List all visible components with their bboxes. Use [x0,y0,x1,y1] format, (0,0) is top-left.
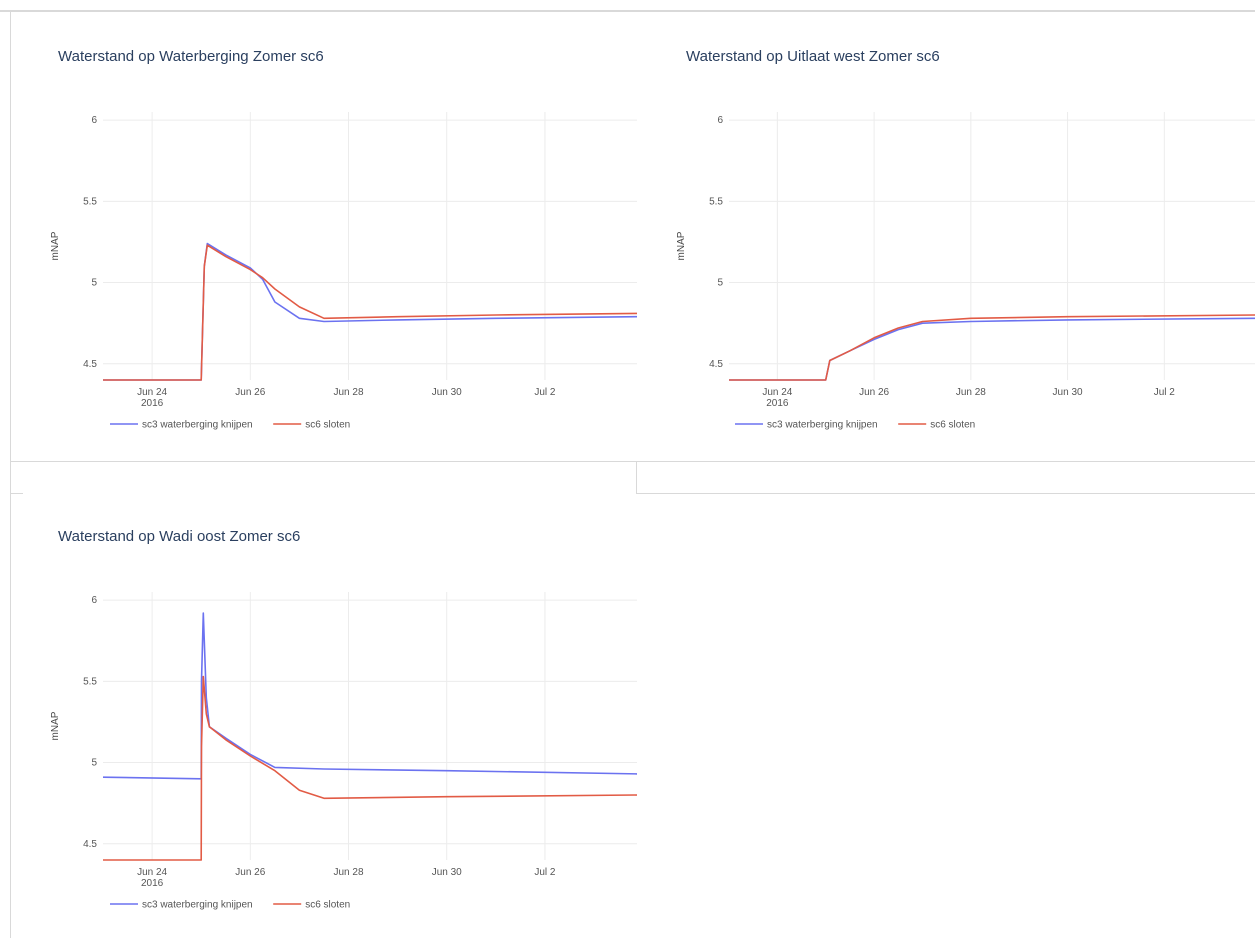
chart-title: Waterstand op Uitlaat west Zomer sc6 [686,48,940,65]
y-tick-label: 5 [91,278,97,289]
y-tick-label: 6 [91,595,97,606]
x-tick-label: Jul 2 [534,387,556,398]
series-line-sc6 [103,675,638,861]
x-tick-sublabel: 2016 [141,398,164,409]
series-line-sc3 [729,317,1255,381]
y-tick-label: 4.5 [83,839,97,850]
series-line-sc6 [103,244,638,381]
x-tick-label: Jun 30 [1053,387,1083,398]
y-tick-label: 5.5 [83,676,97,687]
legend-label: sc3 waterberging knijpen [142,420,253,431]
y-tick-label: 5 [717,278,723,289]
y-tick-label: 4.5 [83,359,97,370]
x-tick-label: Jun 28 [956,387,986,398]
x-tick-label: Jun 28 [334,387,364,398]
legend-label: sc6 sloten [305,900,350,911]
y-tick-label: 5.5 [709,196,723,207]
legend-label: sc3 waterberging knijpen [142,900,253,911]
y-tick-label: 4.5 [709,359,723,370]
series-line-sc6 [729,314,1255,381]
x-tick-label: Jun 26 [859,387,889,398]
x-tick-label: Jun 30 [432,867,462,878]
x-tick-sublabel: 2016 [766,398,789,409]
y-tick-label: 6 [717,115,723,126]
chart-title: Waterstand op Wadi oost Zomer sc6 [58,528,301,545]
y-axis-label: mNAP [50,231,61,260]
chart-panel-waterberging: Waterstand op Waterberging Zomer sc6 4.5… [0,0,640,460]
x-tick-label: Jun 26 [235,867,265,878]
top-frame-line [0,10,1255,12]
y-axis-label: mNAP [676,231,687,260]
x-tick-label: Jun 24 [137,387,167,398]
middle-frame-line [11,461,1255,462]
y-tick-label: 5.5 [83,196,97,207]
x-tick-label: Jun 24 [762,387,792,398]
left-frame-line [10,10,11,938]
legend-label: sc6 sloten [930,420,975,431]
x-tick-label: Jul 2 [534,867,556,878]
y-axis-label: mNAP [50,711,61,740]
x-tick-label: Jun 26 [235,387,265,398]
y-tick-label: 6 [91,115,97,126]
x-tick-label: Jun 24 [137,867,167,878]
right-panel-bottom-line [636,493,1255,494]
x-tick-label: Jun 30 [432,387,462,398]
legend-label: sc3 waterberging knijpen [767,420,878,431]
chart-panel-wadi-oost: Waterstand op Wadi oost Zomer sc6 4.5 5 5.… [50,528,638,911]
left-panel-tick [11,493,23,494]
chart-title: Waterstand op Waterberging Zomer sc6 [58,48,324,65]
x-tick-sublabel: 2016 [141,878,164,889]
series-line-sc3 [102,612,638,780]
x-tick-label: Jun 28 [334,867,364,878]
chart-panel-uitlaat-west: Waterstand op Uitlaat west Zomer sc6 4.5… [0,0,1255,460]
right-panel-left-line [636,462,637,493]
x-tick-label: Jul 2 [1154,387,1176,398]
y-tick-label: 5 [91,758,97,769]
legend-label: sc6 sloten [305,420,350,431]
